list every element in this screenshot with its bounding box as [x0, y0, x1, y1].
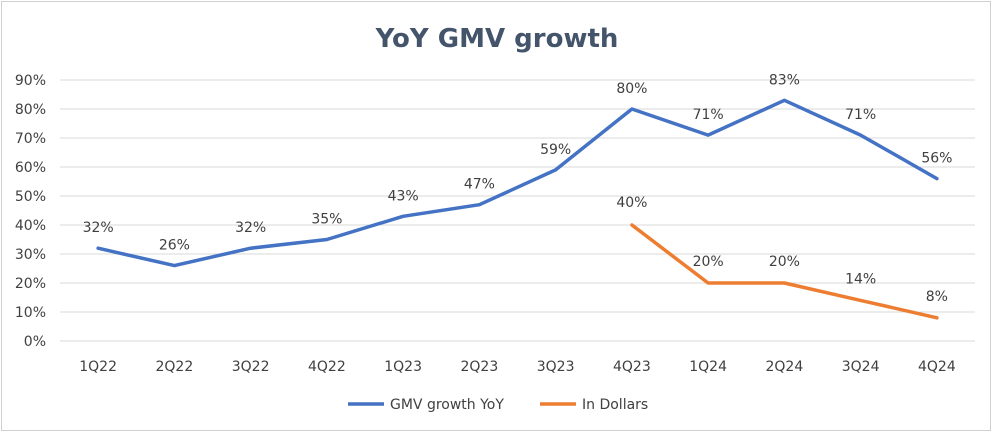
series-line: [96, 98, 939, 268]
chart-title: YoY GMV growth: [375, 24, 619, 54]
x-tick-label: 1Q24: [689, 359, 727, 375]
data-label: 47%: [464, 177, 495, 193]
x-tick-label: 2Q23: [461, 359, 499, 375]
x-tick-label: 1Q22: [79, 359, 117, 375]
y-tick-label: 80%: [15, 102, 46, 118]
y-tick-label: 20%: [15, 276, 46, 292]
data-label: 59%: [540, 142, 571, 158]
legend-label: GMV growth YoY: [390, 397, 504, 413]
data-label: 14%: [845, 271, 876, 287]
x-tick-label: 3Q22: [232, 359, 270, 375]
y-tick-label: 60%: [15, 160, 46, 176]
data-label: 40%: [616, 195, 647, 211]
x-tick-label: 2Q24: [766, 359, 804, 375]
y-tick-label: 70%: [15, 131, 46, 147]
data-label: 71%: [693, 107, 724, 123]
data-label: 32%: [235, 220, 266, 236]
data-label: 8%: [926, 289, 948, 305]
gridlines: [60, 79, 975, 342]
data-label: 83%: [769, 72, 800, 88]
data-label: 56%: [921, 151, 952, 167]
series-line: [630, 223, 939, 320]
legend: GMV growth YoY In Dollars: [348, 397, 648, 413]
data-label: 71%: [845, 107, 876, 123]
y-tick-label: 50%: [15, 189, 46, 205]
legend-label: In Dollars: [582, 397, 648, 413]
data-label: 35%: [311, 212, 342, 228]
data-label: 80%: [616, 81, 647, 97]
y-tick-label: 40%: [15, 218, 46, 234]
data-label: 20%: [769, 254, 800, 270]
x-tick-label: 4Q24: [918, 359, 956, 375]
data-label: 43%: [388, 188, 419, 204]
x-tick-label: 1Q23: [384, 359, 422, 375]
data-label: 26%: [159, 238, 190, 254]
y-tick-label: 10%: [15, 305, 46, 321]
x-tick-label: 3Q24: [842, 359, 880, 375]
y-axis-ticks: 0% 10% 20% 30% 40% 50% 60% 70% 80% 90%: [15, 73, 46, 350]
x-tick-label: 2Q22: [156, 359, 194, 375]
y-tick-label: 90%: [15, 73, 46, 89]
series-lines: [96, 98, 939, 320]
y-tick-label: 30%: [15, 247, 46, 263]
data-label: 32%: [83, 220, 114, 236]
data-label: 20%: [693, 254, 724, 270]
x-axis-ticks: 1Q22 2Q22 3Q22 4Q22 1Q23 2Q23 3Q23 4Q23 1Q24 2Q24…: [79, 359, 956, 375]
data-labels: 32% 26% 32% 35% 43% 47% 59% 80% 71% 83% 71% 56% 40% 2…: [83, 72, 953, 304]
x-tick-label: 4Q23: [613, 359, 651, 375]
x-tick-label: 3Q23: [537, 359, 575, 375]
y-tick-label: 0%: [24, 334, 46, 350]
x-tick-label: 4Q22: [308, 359, 346, 375]
